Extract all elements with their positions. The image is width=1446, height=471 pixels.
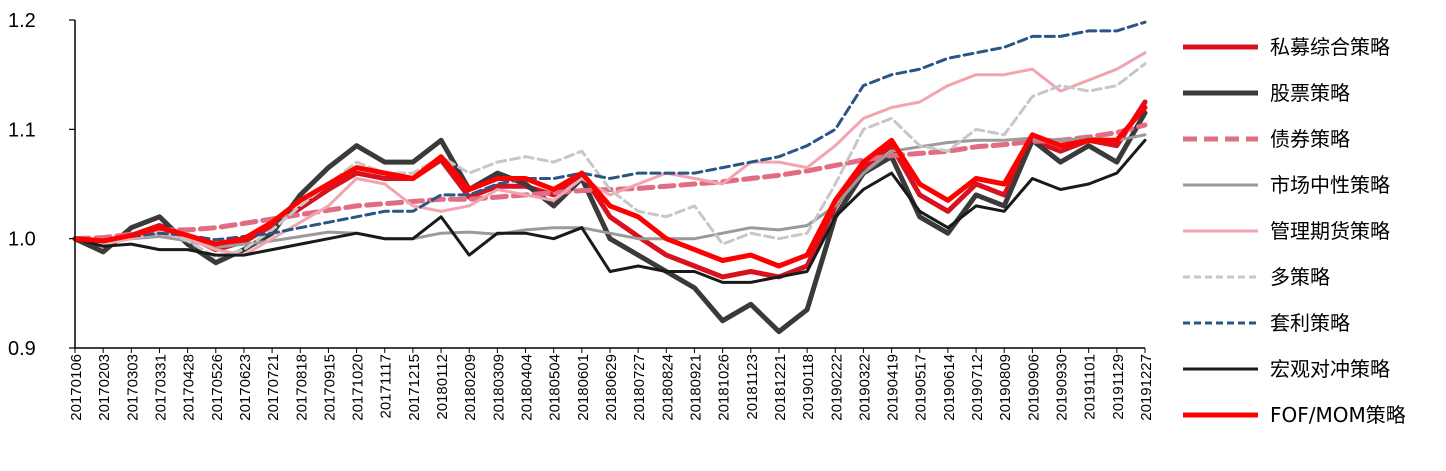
x-tick-label: 20180727: [631, 354, 648, 421]
x-tick-label: 20180921: [687, 354, 704, 421]
x-tick-label: 20190930: [1054, 354, 1071, 421]
x-tick-label: 20170331: [152, 354, 169, 421]
x-tick-label: 20180629: [603, 354, 620, 421]
x-tick-label: 20190712: [969, 354, 986, 421]
x-tick-label: 20170721: [265, 354, 282, 421]
x-tick-label: 20180824: [659, 354, 676, 421]
y-axis-ticks: 0.9 1.0 1.1 1.2: [8, 10, 75, 360]
x-tick-label: 20180601: [575, 354, 592, 421]
x-axis-ticks: 20170106 20170203 20170303 20170331 20170428…: [68, 348, 1155, 421]
x-tick-label: 20170303: [124, 354, 141, 421]
x-tick-label: 20190809: [997, 354, 1014, 421]
y-tick-label: 1.2: [8, 10, 36, 32]
x-tick-label: 20191227: [1138, 354, 1155, 421]
x-tick-label: 20181123: [744, 354, 761, 420]
series-line-7: [73, 20, 1147, 243]
legend-label: 债券策略: [1270, 127, 1350, 151]
x-tick-label: 20170203: [96, 354, 113, 421]
y-tick-label: 1.0: [8, 229, 36, 251]
x-tick-label: 20191101: [1082, 354, 1099, 420]
x-tick-label: 20190322: [856, 354, 873, 421]
x-tick-label: 20190419: [885, 354, 902, 421]
x-tick-label: 20170428: [181, 354, 198, 421]
y-tick-label: 1.1: [8, 119, 36, 141]
x-tick-label: 20181221: [772, 354, 789, 421]
series-line-6: [73, 62, 1147, 259]
legend-label: 多策略: [1270, 265, 1330, 289]
x-tick-label: 20181026: [716, 354, 733, 421]
x-tick-label: 20171215: [406, 354, 423, 421]
legend-label: 私募综合策略: [1270, 35, 1390, 59]
series-line-1: [72, 99, 1148, 280]
x-tick-label: 20190614: [941, 354, 958, 421]
legend-label: 股票策略: [1270, 81, 1350, 105]
x-tick-label: 20190222: [828, 354, 845, 421]
series-line-5: [73, 51, 1147, 257]
x-tick-label: 20180504: [547, 354, 564, 421]
x-tick-label: 20171117: [378, 354, 395, 419]
plot-area: [72, 20, 1148, 335]
y-tick-label: 0.9: [8, 338, 36, 360]
series-line-9: [72, 105, 1148, 269]
x-tick-label: 20170106: [68, 354, 85, 421]
legend-label: 市场中性策略: [1270, 173, 1390, 197]
x-tick-label: 20191129: [1110, 354, 1127, 420]
legend-label: 宏观对冲策略: [1270, 357, 1390, 381]
x-tick-label: 20170818: [293, 354, 310, 421]
legend-label: 管理期货策略: [1270, 219, 1390, 243]
x-tick-label: 20180404: [519, 354, 536, 421]
x-tick-label: 20180309: [490, 354, 507, 421]
legend-label: FOF/MOM策略: [1270, 403, 1406, 427]
axes: [74, 20, 1145, 349]
x-tick-label: 20171020: [350, 354, 367, 421]
x-tick-label: 20180112: [434, 354, 451, 420]
x-tick-label: 20190906: [1025, 354, 1042, 421]
x-tick-label: 20180209: [462, 354, 479, 421]
x-tick-label: 20190118: [800, 354, 817, 420]
x-tick-label: 20190517: [913, 354, 930, 421]
x-tick-label: 20170915: [321, 354, 338, 421]
x-tick-label: 20170526: [209, 354, 226, 421]
x-tick-label: 20170623: [237, 354, 254, 421]
series-line-8: [73, 138, 1147, 284]
legend-label: 套利策略: [1270, 311, 1350, 335]
